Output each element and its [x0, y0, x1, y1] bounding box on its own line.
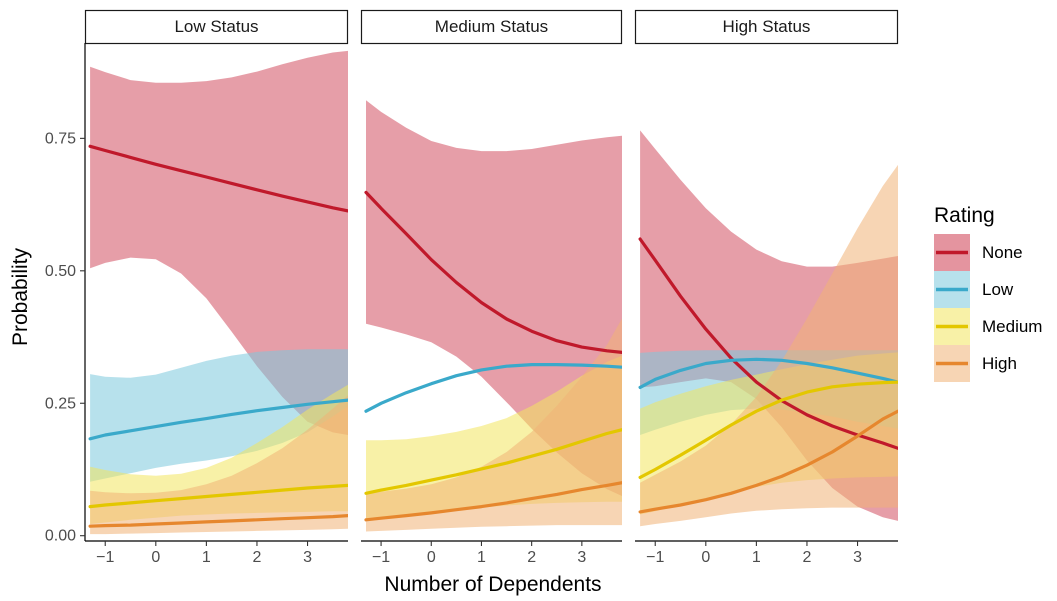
x-tick-label: 0: [427, 549, 436, 566]
y-axis-title: Probability: [9, 247, 32, 346]
y-tick-label: 0.00: [45, 528, 76, 545]
x-tick-label: 3: [577, 549, 586, 566]
legend-entry-low: Low: [934, 271, 1014, 308]
line-high: [638, 409, 898, 514]
line-low: [364, 363, 622, 413]
x-tick-label: 2: [803, 549, 812, 566]
line-none: [88, 144, 348, 213]
legend-label: Low: [982, 280, 1014, 299]
strip-box: [360, 9, 623, 45]
x-tick-label: 3: [853, 549, 862, 566]
strip-label: Medium Status: [435, 17, 548, 36]
x-tick-label: 3: [303, 549, 312, 566]
legend: Rating None Low Medium High: [934, 204, 1042, 382]
band-high: [366, 318, 622, 532]
x-tick-label: 1: [202, 549, 211, 566]
strip-label: Low Status: [174, 17, 258, 36]
panel-high-status: High Status −1 0 1 2 3: [634, 9, 899, 566]
line-medium: [364, 428, 622, 495]
x-tick-label: 0: [151, 549, 160, 566]
series-lines: [88, 144, 348, 528]
line-high: [364, 481, 622, 522]
line-none: [638, 237, 898, 450]
x-tick-label: 0: [701, 549, 710, 566]
series-lines: [638, 237, 898, 514]
legend-entry-medium: Medium: [934, 308, 1042, 345]
band-none: [90, 50, 348, 436]
line-low: [88, 398, 348, 441]
legend-label: Medium: [982, 317, 1042, 336]
panel-medium-status: Medium Status −1 0 1 2 3: [360, 9, 623, 566]
legend-label: None: [982, 243, 1023, 262]
band-high: [640, 164, 898, 527]
x-tick-label: −1: [372, 549, 390, 566]
legend-title: Rating: [934, 204, 995, 227]
line-medium: [88, 483, 348, 509]
line-medium: [638, 380, 898, 479]
confidence-bands: [640, 130, 898, 527]
y-tick-label: 0.75: [45, 130, 76, 147]
strip-box: [634, 9, 899, 45]
confidence-bands: [90, 50, 348, 535]
x-tick-label: 1: [477, 549, 486, 566]
panel-low-status: Low Status −1 0 1 2 3: [84, 9, 349, 566]
y-tick-label: 0.50: [45, 263, 76, 280]
axis-layer: 0.00 0.25 0.50 0.75: [45, 43, 86, 545]
legend-entry-none: None: [934, 234, 1023, 271]
x-tick-label: −1: [96, 549, 114, 566]
line-none: [364, 190, 622, 354]
y-tick-label: 0.25: [45, 395, 76, 412]
legend-label: High: [982, 354, 1017, 373]
line-low: [638, 357, 898, 389]
strip-label: High Status: [723, 17, 811, 36]
line-high: [88, 514, 348, 528]
x-tick-label: 1: [752, 549, 761, 566]
series-lines: [364, 190, 622, 522]
x-tick-label: 2: [253, 549, 262, 566]
x-tick-label: 2: [527, 549, 536, 566]
legend-entry-high: High: [934, 345, 1017, 382]
x-axis-title: Number of Dependents: [384, 573, 601, 596]
x-tick-label: −1: [646, 549, 664, 566]
strip-box: [84, 9, 349, 45]
